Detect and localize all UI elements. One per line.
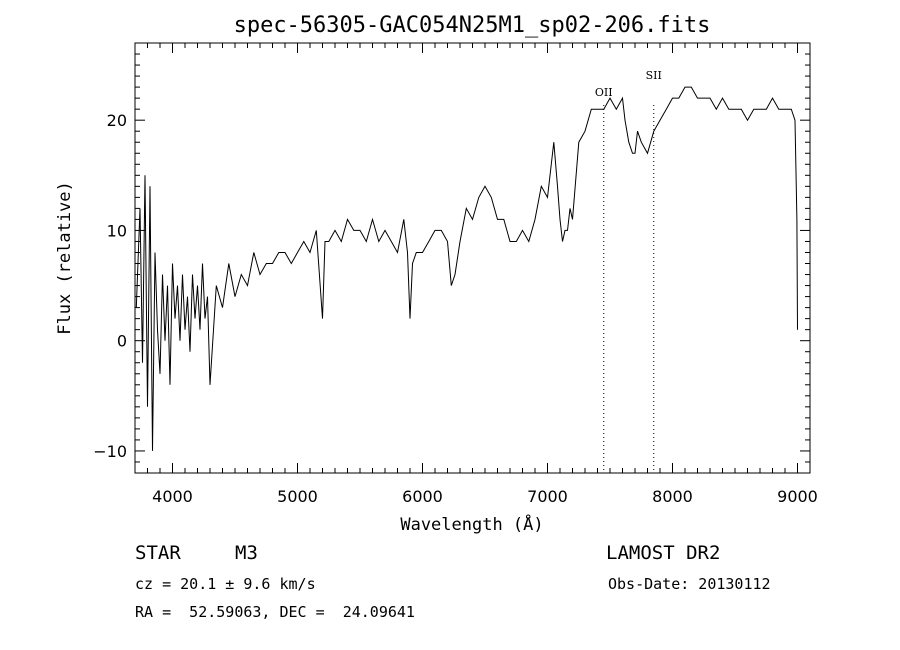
- x-tick-label: 8000: [652, 487, 693, 506]
- survey-name: LAMOST DR2: [606, 542, 721, 564]
- emission-line-markers: OII SII: [595, 69, 662, 473]
- x-tick-label: 6000: [402, 487, 443, 506]
- x-tick-label: 5000: [277, 487, 318, 506]
- chart-title: spec-56305-GAC054N25M1_sp02-206.fits: [234, 13, 711, 38]
- emission-line-label: SII: [646, 69, 662, 82]
- spectrum-series-line: [135, 86, 798, 451]
- y-tick-label: 20: [107, 111, 127, 130]
- coordinates: RA = 52.59063, DEC = 24.09641: [135, 603, 415, 621]
- redshift-velocity: cz = 20.1 ± 9.6 km/s: [135, 575, 316, 593]
- y-tick-label: −10: [93, 442, 127, 461]
- emission-line-label: OII: [595, 86, 613, 99]
- x-tick-labels: 4000 5000 6000 7000 8000 9000: [152, 487, 818, 506]
- y-axis-label: Flux (relative): [55, 181, 75, 335]
- y-tick-labels: −10 0 10 20: [93, 111, 127, 461]
- y-tick-label: 10: [107, 221, 127, 240]
- x-axis-label: Wavelength (Å): [400, 513, 543, 535]
- object-subclass: M3: [235, 542, 258, 564]
- plot-frame: [134, 42, 811, 474]
- y-tick-label: 0: [117, 332, 127, 351]
- minor-ticks: [135, 42, 810, 474]
- x-tick-label: 4000: [152, 487, 193, 506]
- major-ticks: [135, 43, 810, 473]
- x-tick-label: 9000: [777, 487, 818, 506]
- observation-date: Obs-Date: 20130112: [608, 575, 771, 593]
- x-tick-label: 7000: [527, 487, 568, 506]
- object-type: STAR: [135, 542, 181, 564]
